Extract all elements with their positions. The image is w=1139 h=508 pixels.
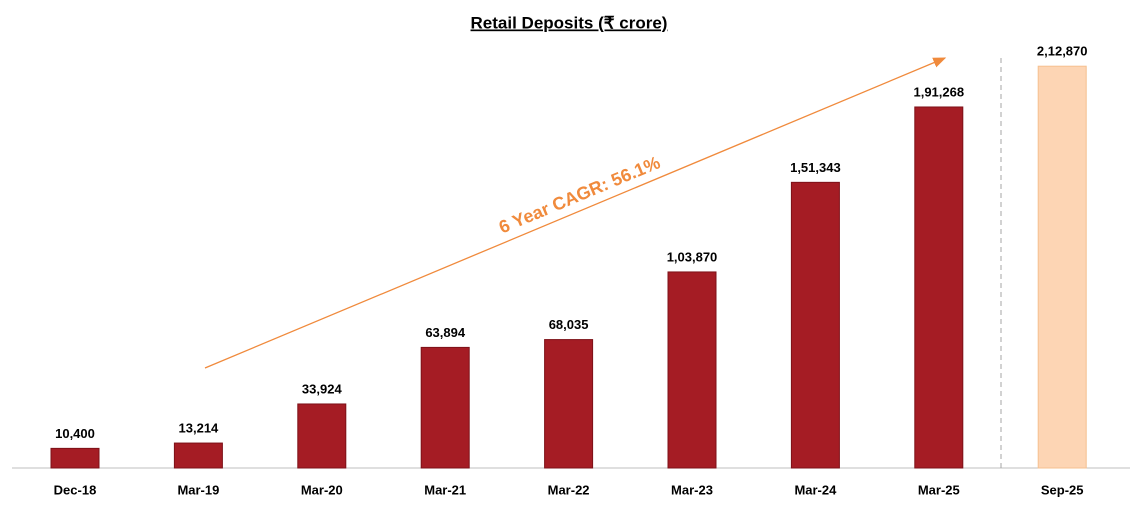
bar	[790, 181, 840, 469]
data-label: 10,400	[55, 426, 95, 441]
data-label: 63,894	[425, 325, 466, 340]
x-tick-label: Mar-24	[794, 482, 837, 497]
x-tick-label: Dec-18	[54, 482, 97, 497]
x-tick-label: Mar-25	[918, 482, 960, 497]
trend-arrow	[204, 57, 947, 369]
data-label: 13,214	[179, 420, 220, 435]
x-tick-label: Mar-20	[301, 482, 343, 497]
data-label: 1,51,343	[790, 160, 841, 175]
bar	[50, 447, 100, 469]
data-label: 68,035	[549, 317, 589, 332]
bar	[173, 442, 223, 469]
data-label: 1,91,268	[913, 84, 964, 99]
data-label: 2,12,870	[1037, 44, 1088, 59]
bar	[914, 106, 964, 469]
bar	[667, 271, 717, 469]
bar	[297, 403, 347, 469]
cagr-annotation: 6 Year CAGR: 56.1%	[496, 152, 663, 237]
x-tick-label: Mar-21	[424, 482, 466, 497]
x-tick-label: Mar-22	[548, 482, 590, 497]
x-tick-label: Mar-19	[177, 482, 219, 497]
chart-title: Retail Deposits (₹ crore)	[471, 13, 668, 32]
x-tick-label: Sep-25	[1041, 482, 1084, 497]
data-label: 1,03,870	[667, 249, 718, 264]
x-tick-label: Mar-23	[671, 482, 713, 497]
bar	[420, 346, 470, 469]
bar	[1037, 65, 1087, 469]
bar	[544, 339, 594, 469]
data-label: 33,924	[302, 381, 343, 396]
